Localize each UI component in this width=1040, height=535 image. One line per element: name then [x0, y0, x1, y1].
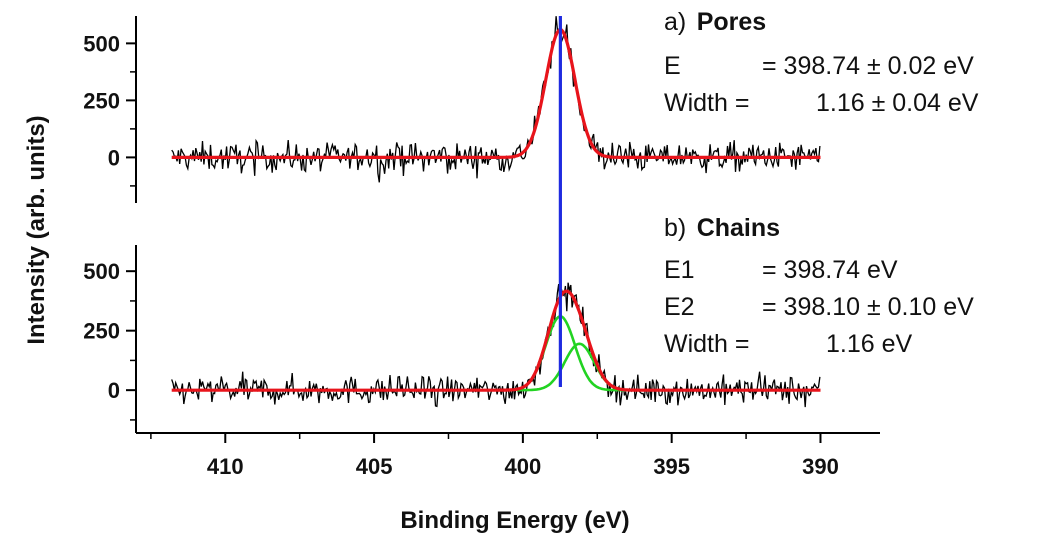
y-tick-label-chains: 250 [83, 319, 120, 344]
y-ticks-pores: 500 250 0 [83, 31, 136, 187]
annotation-value-width-b: 1.16 eV [826, 330, 913, 358]
panel-label-pores: a) Pores [664, 8, 766, 36]
x-axis-title: Binding Energy (eV) [400, 507, 629, 534]
annotation-key-e: E [664, 52, 681, 80]
y-tick-label-pores: 0 [108, 145, 120, 170]
panel-chains: 500 250 0 b) Chains E1 = 398.74 eV E2 = 39… [83, 214, 974, 433]
y-tick-label-chains: 500 [83, 259, 120, 284]
x-tick-label: 410 [207, 454, 244, 479]
annotation-value-e1: = 398.74 eV [762, 256, 898, 284]
fit-curve-chains [171, 289, 821, 392]
fit-curve-pores [171, 28, 821, 159]
x-tick-label: 390 [802, 454, 839, 479]
y-tick-label-pores: 500 [83, 31, 120, 56]
panel-prefix-chains: b) [664, 214, 686, 242]
x-tick-label: 405 [356, 454, 393, 479]
y-ticks-chains: 500 250 0 [83, 259, 136, 421]
x-tick-label: 400 [505, 454, 542, 479]
annotation-pores: a) Pores E = 398.74 ± 0.02 eV Width = 1.… [664, 8, 979, 117]
annotation-key-width-b: Width = [664, 330, 749, 358]
annotation-value-width-a: 1.16 ± 0.04 eV [816, 89, 979, 117]
panel-prefix-pores: a) [664, 8, 686, 36]
y-tick-label-pores: 250 [83, 88, 120, 113]
x-axis: 410 405 400 395 390 [136, 432, 880, 479]
y-tick-label-chains: 0 [108, 378, 120, 403]
x-ticks: 410 405 400 395 390 [150, 433, 839, 479]
y-axis-title: Intensity (arb. units) [23, 115, 50, 344]
annotation-key-e1: E1 [664, 256, 695, 284]
series-pores [171, 16, 821, 183]
annotation-value-e2: = 398.10 ± 0.10 eV [762, 293, 974, 321]
series-chains [171, 282, 821, 408]
annotation-value-e: = 398.74 ± 0.02 eV [762, 52, 974, 80]
annotation-chains: b) Chains E1 = 398.74 eV E2 = 398.10 ± 0… [664, 214, 974, 358]
panel-label-chains: b) Chains [664, 214, 780, 242]
annotation-key-width-a: Width = [664, 89, 749, 117]
panel-name-pores: Pores [697, 8, 766, 36]
x-tick-label: 395 [653, 454, 690, 479]
annotation-key-e2: E2 [664, 293, 695, 321]
panel-pores: 500 250 0 a) Pores E = 398.74 ± 0.02 eV Wi… [83, 8, 979, 203]
panel-name-chains: Chains [697, 214, 780, 242]
